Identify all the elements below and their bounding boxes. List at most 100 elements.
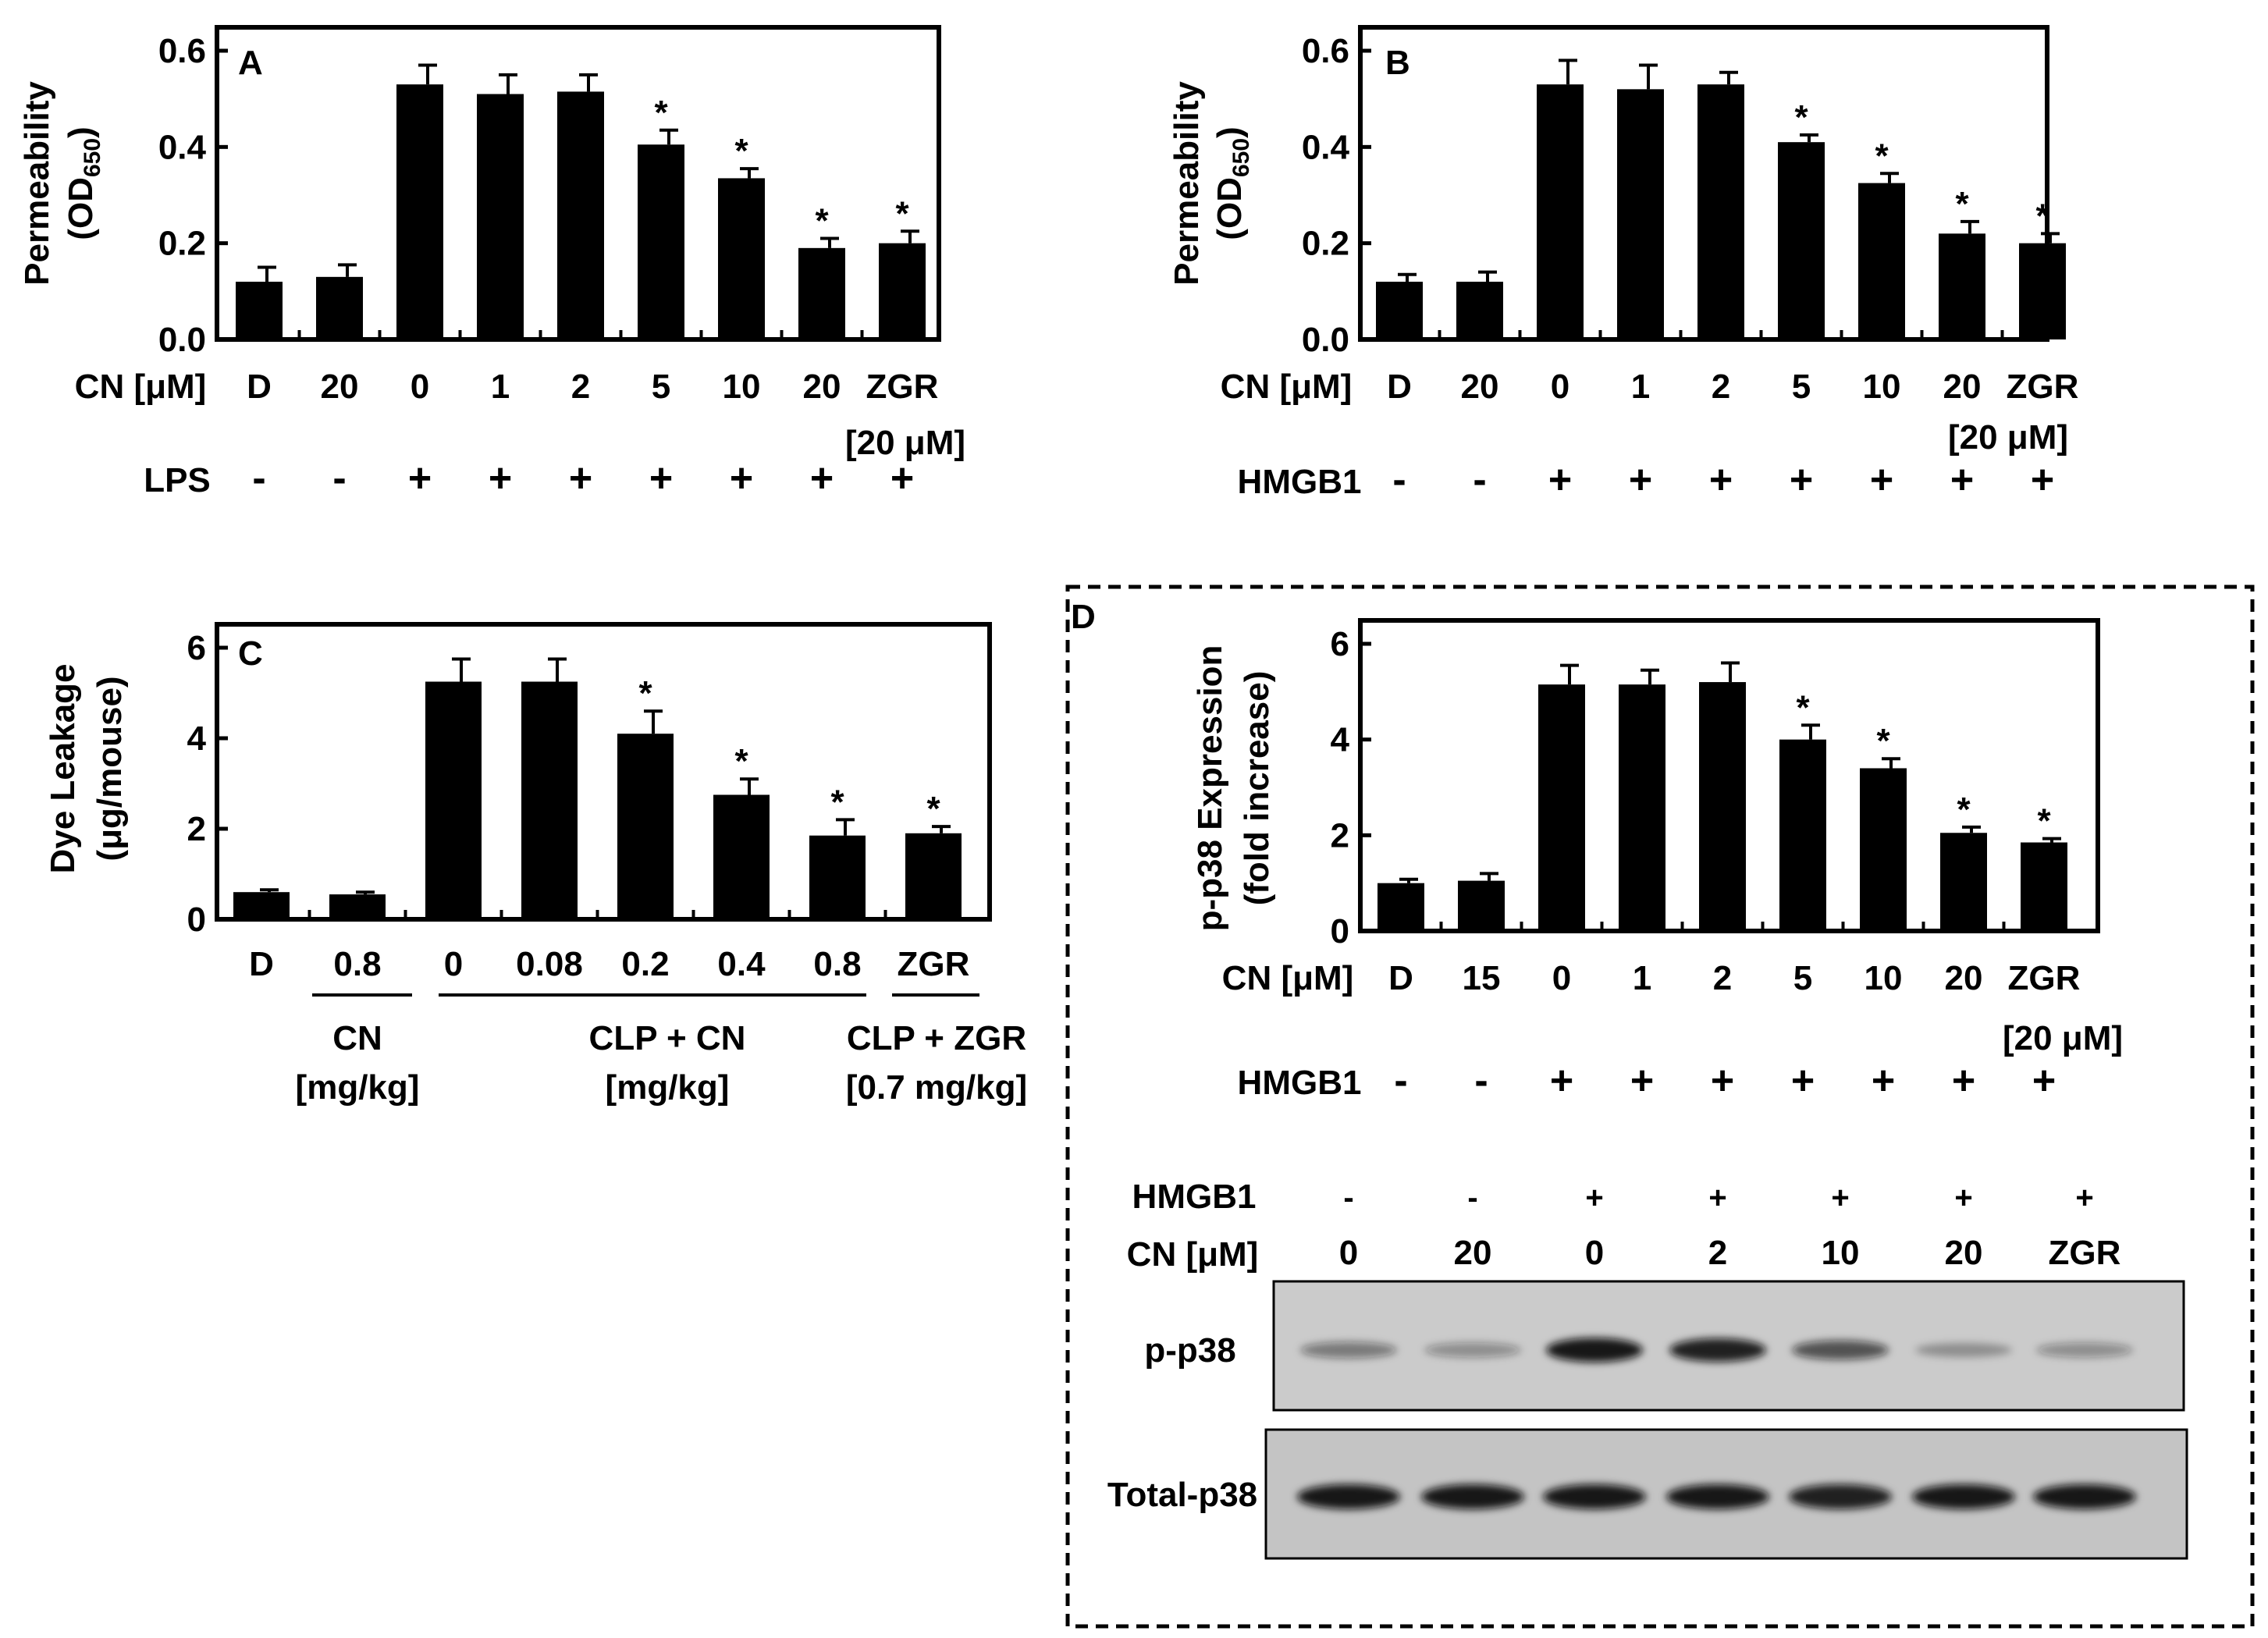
bar [1458, 880, 1505, 931]
significance-star: * [895, 194, 909, 233]
y-tick-label: 0 [187, 901, 206, 939]
significance-star: * [1955, 185, 1969, 223]
y-axis-label: Permeability [18, 81, 56, 286]
treatment-label: HMGB1 [1238, 463, 1362, 501]
y-axis-label: Permeability [1168, 81, 1206, 286]
y-axis-label: Dye Leakage [44, 663, 82, 873]
x-tick-label: 0.08 [516, 945, 583, 983]
significance-star: * [734, 132, 748, 170]
blot-cn-dose: ZGR [2049, 1234, 2121, 1272]
bar [521, 681, 578, 919]
cn-label: CN [μM] [1221, 368, 1353, 406]
blot-cn-dose: 20 [1454, 1234, 1492, 1272]
significance-star: * [2035, 197, 2049, 235]
y-tick-label: 0.0 [158, 321, 206, 359]
blot-hmgb1-sign: - [1467, 1181, 1477, 1215]
x-tick-label: 0.2 [621, 945, 669, 983]
blot-cn-doses: 0 20 0 2 10 20 ZGR [1339, 1234, 2121, 1272]
significance-markers: * * * * [654, 94, 909, 240]
significance-star: * [1876, 722, 1890, 760]
x-tick-label: 5 [1793, 959, 1812, 997]
y-ticks: 0 2 4 6 [1331, 625, 1371, 950]
significance-star: * [734, 742, 748, 780]
treatment-signs: - - + + + + + + + [1394, 1058, 2056, 1103]
group-label: CN [332, 1019, 382, 1057]
band-p-p38 [1424, 1342, 1521, 1358]
band-p-p38 [1792, 1340, 1889, 1360]
bar [425, 681, 482, 919]
bar [905, 833, 962, 919]
x-tick-label: 20 [803, 368, 841, 406]
bar [2019, 243, 2066, 339]
x-tick-label: 1 [1631, 368, 1650, 406]
treatment-sign: + [1950, 457, 1974, 503]
y-axis-label: p-p38 Expression [1191, 645, 1229, 932]
band-p-p38 [1915, 1343, 2012, 1357]
y-tick-label: 4 [1331, 721, 1350, 759]
treatment-label: LPS [144, 461, 211, 499]
band-total-p38 [1666, 1484, 1769, 1509]
band-p-p38 [2036, 1342, 2133, 1358]
blot-hmgb1-signs: - - + + + + + [1343, 1181, 2093, 1215]
y-tick-label: 0.4 [1302, 128, 1350, 166]
bar [713, 794, 770, 919]
treatment-sign: + [890, 456, 914, 501]
bar [798, 247, 845, 339]
x-tick-label: 0 [1552, 959, 1571, 997]
x-tick-label: 2 [1712, 368, 1730, 406]
bar [1940, 833, 1987, 931]
x-tick-label: 15 [1463, 959, 1501, 997]
band-total-p38 [1789, 1484, 1892, 1509]
bar [1537, 84, 1584, 340]
bar [316, 276, 363, 339]
bar [718, 178, 765, 339]
significance-star: * [654, 94, 668, 132]
blot-hmgb1-sign: - [1343, 1181, 1353, 1215]
bar [617, 734, 674, 919]
x-tick-labels: D 0.8 0 0.08 0.2 0.4 0.8 ZGR [249, 945, 969, 983]
bar [809, 835, 866, 919]
x-tick-label: D [247, 368, 272, 406]
treatment-sign: + [1790, 457, 1813, 503]
x-tick-label: D [1387, 368, 1412, 406]
blot-row-label-p-p38: p-p38 [1144, 1331, 1235, 1370]
bar [1860, 768, 1907, 931]
bar [1619, 684, 1665, 931]
bar [1456, 282, 1503, 339]
x-tick-label: 10 [1863, 368, 1901, 406]
blot-hmgb1-sign: + [2075, 1181, 2093, 1215]
treatment-sign: + [2032, 1058, 2056, 1103]
significance-star: * [1796, 688, 1810, 727]
significance-star: * [1875, 137, 1889, 175]
group-label: [mg/kg] [296, 1068, 420, 1107]
bar [396, 84, 443, 340]
treatment-sign: + [408, 456, 432, 501]
treatment-signs: - - + + + + + + + [1392, 457, 2054, 503]
x-tick-label: 20 [1943, 368, 1982, 406]
treatment-sign: + [1709, 457, 1733, 503]
y-tick-label: 0.2 [158, 225, 206, 263]
treatment-sign: + [2031, 457, 2054, 503]
y-tick-label: 6 [1331, 625, 1349, 663]
bar [329, 894, 386, 919]
blot-hmgb1-sign: + [1585, 1181, 1603, 1215]
y-tick-label: 2 [1331, 816, 1349, 855]
treatment-sign: + [569, 456, 592, 501]
panel-d-border [1065, 584, 2255, 1629]
panel-letter: B [1385, 44, 1410, 82]
x-tick-label: ZGR [2007, 368, 2079, 406]
significance-star: * [638, 674, 652, 712]
x-tick-label: ZGR [2008, 959, 2081, 997]
significance-star: * [815, 202, 829, 240]
zgr-dose: [20 μM] [1948, 418, 2068, 457]
band-p-p38 [1546, 1338, 1643, 1363]
y-ticks: 0.0 0.2 0.4 0.6 [158, 32, 228, 359]
bar [1697, 84, 1744, 340]
treatment-sign: + [1791, 1058, 1815, 1103]
x-tick-label: ZGR [898, 945, 970, 983]
significance-star: * [926, 790, 940, 828]
y-tick-label: 0.6 [1302, 32, 1349, 70]
bar [638, 144, 684, 339]
blot-row-label-total-p38: Total-p38 [1107, 1476, 1257, 1514]
